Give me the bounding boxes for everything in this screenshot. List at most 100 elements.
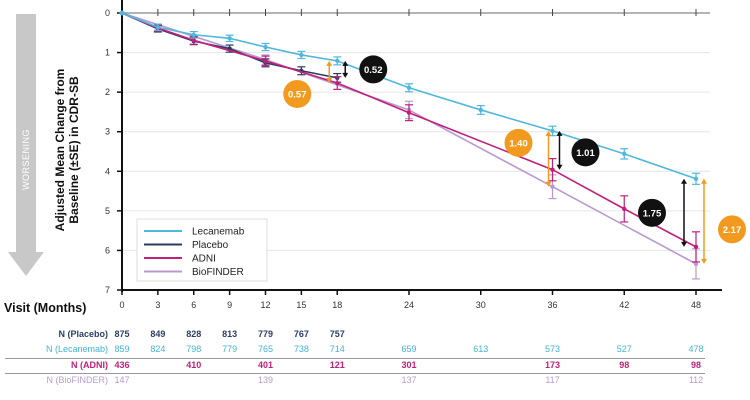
data-point bbox=[622, 206, 627, 212]
difference-label: 1.01 bbox=[576, 148, 595, 159]
data-point bbox=[335, 58, 340, 64]
arrow-head-down bbox=[701, 258, 707, 264]
y-tick-label: 5 bbox=[105, 206, 110, 216]
x-tick-label: 15 bbox=[296, 300, 306, 310]
n-row-biofinder: N (BioFINDER) 147 139 137 117 112 bbox=[0, 374, 750, 389]
arrow-head-down bbox=[545, 181, 552, 187]
difference-bubble bbox=[638, 198, 666, 227]
data-point bbox=[693, 176, 699, 182]
n-row-label: N (BioFINDER) bbox=[46, 375, 108, 385]
worsening-arrow: WORSENING bbox=[8, 14, 44, 276]
n-cell: 173 bbox=[544, 360, 561, 370]
n-cell: 849 bbox=[150, 329, 166, 339]
data-point bbox=[693, 261, 699, 267]
data-point bbox=[622, 151, 627, 157]
data-point bbox=[406, 110, 412, 115]
n-cell: 757 bbox=[329, 329, 345, 339]
difference-label: 2.17 bbox=[723, 225, 742, 236]
n-cell: 613 bbox=[473, 344, 489, 354]
n-cell: 478 bbox=[688, 344, 704, 354]
arrow-head-up bbox=[681, 178, 687, 184]
n-cell: 121 bbox=[329, 360, 345, 370]
x-tick-label: 24 bbox=[404, 300, 414, 310]
legend-label: ADNI bbox=[192, 254, 216, 265]
n-cell: 147 bbox=[114, 375, 130, 385]
origin-point bbox=[119, 10, 125, 16]
difference-label: 0.57 bbox=[288, 89, 307, 100]
worsening-arrow-head bbox=[8, 252, 44, 276]
y-axis-title-line2: Baseline (±SE) in CDR-SB bbox=[67, 76, 81, 224]
arrow-head-up bbox=[326, 60, 333, 66]
difference-bubble bbox=[283, 79, 312, 108]
difference-bubble bbox=[571, 138, 600, 167]
n-cell: 779 bbox=[257, 329, 274, 339]
legend-item-lecanemab: Lecanemab bbox=[144, 227, 245, 238]
data-point bbox=[155, 25, 161, 30]
n-cell: 410 bbox=[186, 360, 202, 370]
difference-annotation: 0.57 bbox=[283, 60, 333, 108]
x-tick-label: 0 bbox=[119, 300, 124, 310]
arrow-head-down bbox=[681, 241, 687, 247]
n-row-label: N (Placebo) bbox=[58, 329, 108, 339]
arrow-head-down bbox=[326, 78, 333, 84]
data-point bbox=[191, 32, 196, 37]
y-tick-label: 1 bbox=[105, 48, 110, 58]
data-point bbox=[263, 58, 268, 64]
difference-bubble bbox=[718, 215, 746, 244]
legend-item-placebo: Placebo bbox=[144, 240, 229, 251]
table-divider bbox=[5, 358, 705, 359]
cdr-sb-chart: WORSENING Adjusted Mean Change from Base… bbox=[4, 0, 746, 315]
line-lecanemab bbox=[121, 12, 697, 180]
n-cell: 401 bbox=[257, 360, 274, 370]
n-cell: 98 bbox=[690, 360, 701, 370]
worsening-label: WORSENING bbox=[21, 129, 31, 190]
legend-item-adni: ADNI bbox=[144, 254, 216, 265]
x-tick-label: 12 bbox=[260, 300, 270, 310]
x-tick-label: 42 bbox=[619, 300, 629, 310]
series-adni bbox=[121, 12, 700, 263]
data-point bbox=[406, 85, 412, 90]
n-cell: 824 bbox=[150, 344, 166, 354]
n-cell: 573 bbox=[544, 344, 561, 354]
n-cell: 779 bbox=[222, 344, 238, 354]
x-tick-label: 9 bbox=[227, 300, 232, 310]
series-layer bbox=[119, 10, 700, 280]
x-tick-label: 48 bbox=[691, 300, 701, 310]
table-divider bbox=[5, 373, 705, 374]
n-cell: 738 bbox=[293, 344, 309, 354]
n-cell: 117 bbox=[545, 375, 560, 385]
difference-annotation: 2.17 bbox=[701, 178, 746, 264]
y-tick-label: 7 bbox=[105, 285, 110, 295]
legend-item-biofinder: BioFINDER bbox=[144, 267, 244, 278]
data-point bbox=[693, 244, 699, 250]
data-point bbox=[550, 128, 555, 134]
legend-label: Placebo bbox=[192, 240, 229, 251]
data-point bbox=[550, 184, 555, 189]
n-row-label: N (Lecanemab) bbox=[45, 344, 108, 354]
data-point bbox=[550, 167, 555, 172]
arrow-head-up bbox=[545, 130, 552, 136]
n-row-placebo: N (Placebo) 875 849 828 813 779 767 757 bbox=[0, 328, 750, 343]
data-point bbox=[335, 80, 340, 86]
n-cell: 301 bbox=[401, 360, 417, 370]
x-tick-label: 36 bbox=[547, 300, 557, 310]
y-tick-label: 4 bbox=[105, 166, 110, 176]
y-tick-label: 0 bbox=[105, 8, 110, 18]
x-tick-label: 3 bbox=[155, 300, 160, 310]
difference-annotation: 1.01 bbox=[556, 130, 600, 170]
series-lecanemab bbox=[121, 12, 700, 185]
n-cell: 112 bbox=[688, 375, 704, 385]
y-tick-label: 3 bbox=[105, 127, 110, 137]
x-axis-title: Visit (Months) bbox=[4, 301, 86, 315]
grid bbox=[122, 52, 710, 251]
difference-annotation: 0.52 bbox=[342, 55, 388, 84]
y-tick-label: 6 bbox=[105, 245, 110, 255]
n-cell: 765 bbox=[257, 344, 274, 354]
n-cell: 137 bbox=[401, 375, 417, 385]
n-cell: 139 bbox=[257, 375, 274, 385]
n-cell: 767 bbox=[293, 329, 309, 339]
n-cell: 714 bbox=[329, 344, 345, 354]
n-cell: 98 bbox=[619, 360, 630, 370]
data-point bbox=[478, 107, 483, 113]
